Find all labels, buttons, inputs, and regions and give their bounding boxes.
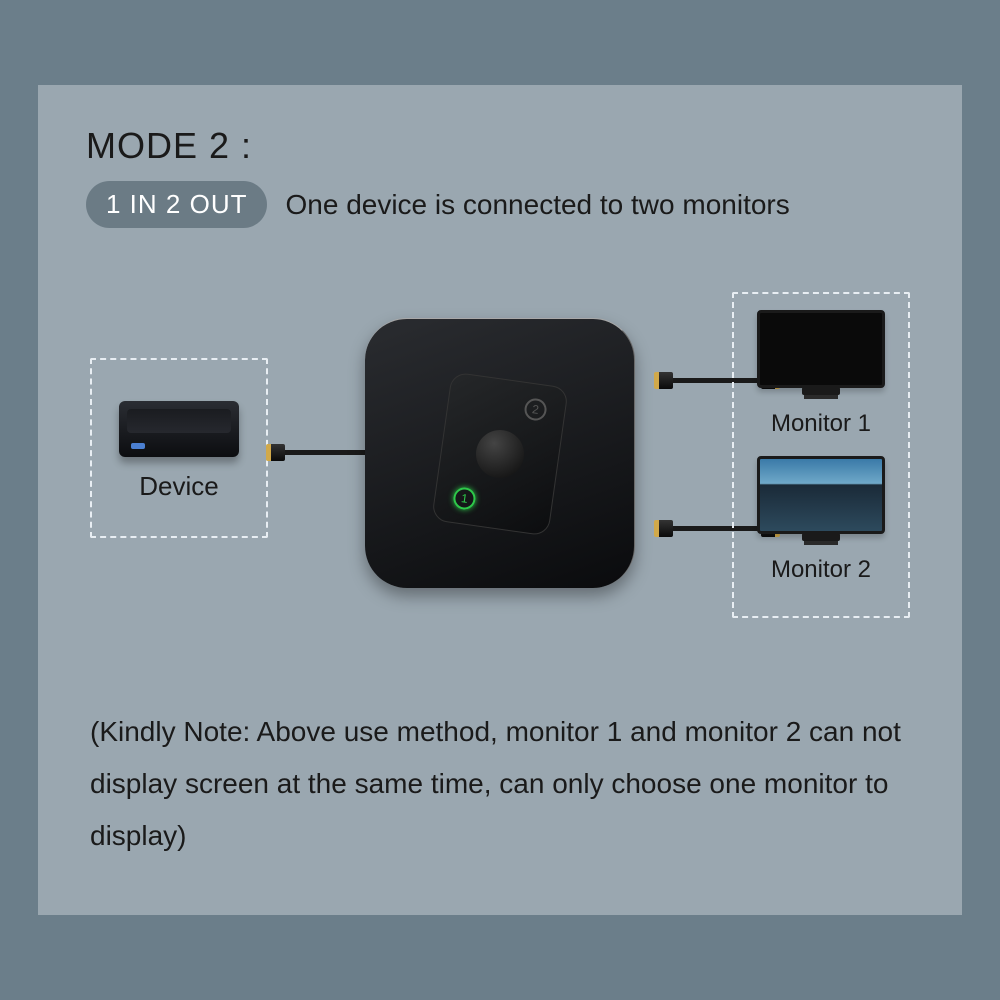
monitor-1-label: Monitor 1 — [771, 410, 871, 438]
infographic-card: MODE 2 : 1 IN 2 OUT One device is connec… — [38, 85, 962, 915]
led-1-icon: 1 — [452, 486, 477, 511]
monitor-2-icon — [757, 456, 885, 534]
monitor-2-item: Monitor 2 — [757, 456, 885, 584]
device-box: Device — [90, 358, 268, 538]
subtitle-row: 1 IN 2 OUT One device is connected to tw… — [86, 181, 914, 228]
connection-diagram: Device 2 1 Monitor 1 Monitor 2 — [86, 298, 914, 658]
device-label: Device — [139, 471, 218, 502]
subtitle-text: One device is connected to two monitors — [285, 189, 789, 221]
monitors-box: Monitor 1 Monitor 2 — [732, 292, 910, 618]
cable-left — [280, 450, 378, 455]
monitor-1-item: Monitor 1 — [757, 310, 885, 438]
monitor-1-icon — [757, 310, 885, 388]
mode-title: MODE 2 : — [86, 125, 914, 167]
hub-center-panel: 2 1 — [431, 371, 569, 536]
monitor-2-label: Monitor 2 — [771, 556, 871, 584]
hdmi-switch-hub: 2 1 — [365, 318, 635, 588]
device-icon — [119, 401, 239, 457]
selector-knob-icon — [472, 426, 526, 480]
kindly-note-text: (Kindly Note: Above use method, monitor … — [86, 706, 914, 861]
led-2-icon: 2 — [523, 397, 548, 422]
mode-pill: 1 IN 2 OUT — [86, 181, 267, 228]
